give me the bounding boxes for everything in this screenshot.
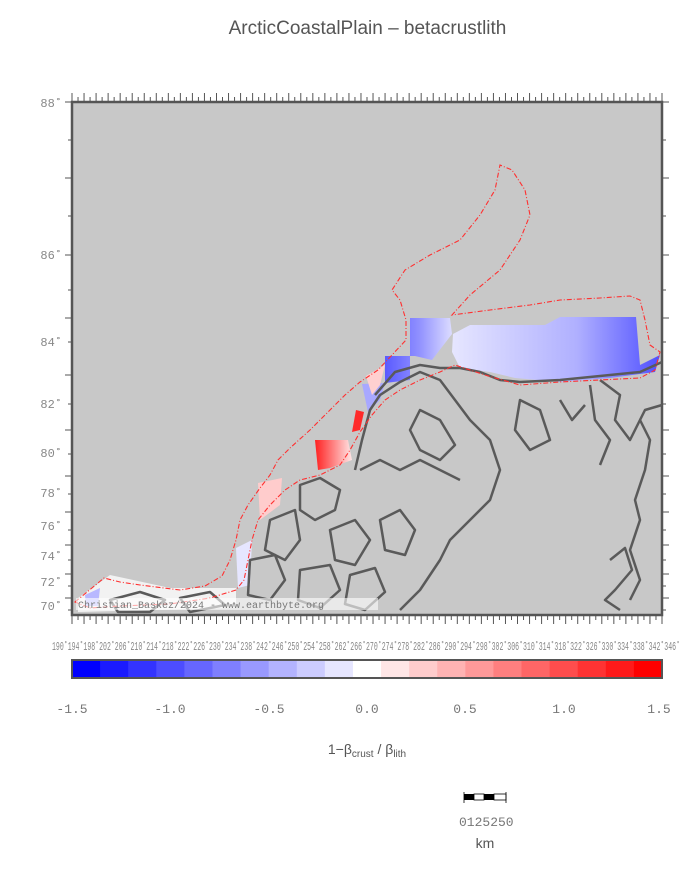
colorbar-swatch <box>437 660 466 678</box>
lat-label-86: 86˚ <box>40 249 62 263</box>
colorbar-swatch <box>240 660 270 678</box>
longitude-labels: 190˚194˚198˚202˚206˚210˚214˚218˚222˚226˚… <box>52 640 680 654</box>
scale-labels: 0125250 <box>459 815 514 830</box>
colorbar-frame <box>71 659 663 679</box>
colorbar-swatch <box>296 660 326 678</box>
colorbar-swatch <box>128 660 157 678</box>
beta-field <box>78 317 660 612</box>
red-patch-upper <box>366 365 385 395</box>
lat-label-80: 80˚ <box>40 447 62 461</box>
colorbar-swatch <box>493 660 523 678</box>
lat-label-82: 82˚ <box>40 398 62 412</box>
red-patch-strip <box>352 410 364 432</box>
cb-label-4: 0.5 <box>453 702 476 717</box>
colorbar-swatch <box>324 660 354 678</box>
colorbar-swatch <box>100 660 129 678</box>
lat-label-76: 76˚ <box>40 520 62 534</box>
lat-label-70: 70˚ <box>40 600 62 614</box>
colorbar-swatch <box>577 660 607 678</box>
cb-label-0: -1.5 <box>56 702 87 717</box>
colorbar-title: 1−βcrust / βlith <box>328 741 406 760</box>
cb-label-6: 1.5 <box>647 702 670 717</box>
cb-label-1: -1.0 <box>154 702 185 717</box>
colorbar-swatch <box>156 660 185 678</box>
blue-patch-central <box>385 318 452 383</box>
cb-label-5: 1.0 <box>552 702 575 717</box>
coast-east-mainland <box>603 419 652 612</box>
lat-label-84: 84˚ <box>40 336 62 350</box>
colorbar-swatch <box>352 660 382 678</box>
cb-label-2: -0.5 <box>253 702 284 717</box>
colorbar-swatch <box>605 660 635 678</box>
colorbar <box>72 660 663 678</box>
map-title: ArcticCoastalPlain – betacrustlith <box>228 18 507 39</box>
scale-unit: km <box>476 835 495 851</box>
cb-label-3: 0.0 <box>355 702 378 717</box>
lat-label-74: 74˚ <box>40 550 62 564</box>
coast-islands-west <box>263 476 417 567</box>
colorbar-swatch <box>409 660 438 678</box>
colorbar-swatch <box>72 660 101 678</box>
blue-patch-east <box>452 317 660 382</box>
coast-east-lobes <box>558 379 663 466</box>
colorbar-swatch <box>381 660 410 678</box>
colorbar-labels: -1.5 -1.0 -0.5 0.0 0.5 1.0 1.5 <box>56 702 670 717</box>
lat-label-88: 88˚ <box>40 97 62 111</box>
colorbar-swatch <box>268 660 298 678</box>
colorbar-swatch <box>184 660 213 678</box>
colorbar-swatch <box>521 660 551 678</box>
lat-label-72: 72˚ <box>40 576 62 590</box>
lat-label-78: 78˚ <box>40 487 62 501</box>
scale-bar: 0125250 km <box>459 792 514 851</box>
colorbar-swatch <box>465 660 494 678</box>
red-patch-78 <box>258 478 282 520</box>
region-boundary <box>73 164 661 609</box>
colorbar-swatch <box>212 660 242 678</box>
credit-text: Christian_Baskez/2024 - www.earthbyte.or… <box>78 600 324 612</box>
colorbar-swatch <box>633 660 663 678</box>
colorbar-swatch <box>549 660 579 678</box>
coast-ellesmere <box>353 370 502 611</box>
coast-interior <box>408 398 552 462</box>
coast-greenland-north <box>374 360 663 396</box>
latitude-labels: 88˚ 86˚ 84˚ 82˚ 80˚ 78˚ 76˚ 74˚ 72˚ 70˚ <box>40 97 62 614</box>
red-patch-80 <box>315 440 352 470</box>
credit-background <box>76 598 378 610</box>
frame-ticks <box>65 93 669 624</box>
